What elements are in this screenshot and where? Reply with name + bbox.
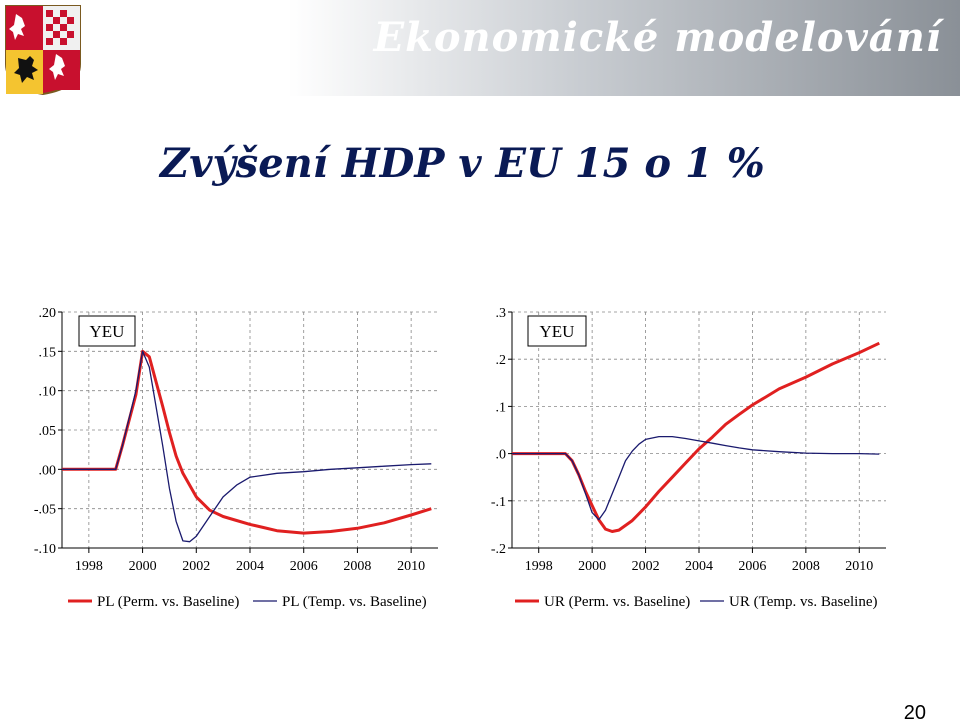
x-tick-label: 2010 (845, 559, 873, 574)
y-tick-label: .05 (39, 424, 57, 439)
series-line-perm (62, 349, 432, 535)
x-tick-label: 1998 (525, 559, 553, 574)
x-tick-label: 2006 (738, 559, 766, 574)
x-tick-label: 2004 (236, 559, 264, 574)
coat-of-arms-logo (5, 5, 81, 96)
series-line-temp (512, 435, 880, 521)
box-label: YEU (540, 322, 575, 341)
slide-subtitle: Zvýšení HDP v EU 15 o 1 % (160, 140, 765, 187)
box-label: YEU (90, 322, 125, 341)
x-tick-label: 2002 (632, 559, 660, 574)
x-tick-label: 2000 (129, 559, 157, 574)
chart-svg-left: -.10 -.05 .00 .05 .10 .15 .20 1998 2000 2002 2004 2… (34, 306, 438, 610)
y-tick-label: .2 (496, 353, 507, 368)
x-tick-label: 2008 (343, 559, 371, 574)
header-band (0, 0, 960, 96)
y-tick-label: .3 (496, 306, 507, 321)
x-tick-label: 2006 (290, 559, 318, 574)
chart-yeu-pl: -.10 -.05 .00 .05 .10 .15 .20 1998 2000 2002 2004 2… (0, 296, 470, 626)
y-tick-label: -.1 (491, 495, 506, 510)
x-tick-label: 2002 (182, 559, 210, 574)
x-tick-label: 2008 (792, 559, 820, 574)
chart-svg-right: -.2 -.1 .0 .1 .2 .3 1998 2000 2002 2004 2006 2008 20… (491, 306, 886, 610)
y-tick-label: .00 (39, 463, 57, 478)
chart-yeu-ur: -.2 -.1 .0 .1 .2 .3 1998 2000 2002 2004 2006 2008 20… (470, 296, 960, 626)
y-tick-label: .15 (39, 345, 57, 360)
y-tick-label: -.05 (34, 503, 56, 518)
y-tick-label: .20 (39, 306, 57, 321)
y-tick-label: -.10 (34, 542, 56, 557)
legend-label: PL (Perm. vs. Baseline) (97, 594, 239, 610)
x-tick-label: 2010 (397, 559, 425, 574)
legend-label: PL (Temp. vs. Baseline) (282, 594, 427, 610)
series-line-perm (512, 341, 880, 533)
slide-title: Ekonomické modelování (373, 14, 942, 61)
x-tick-label: 2000 (578, 559, 606, 574)
y-tick-label: .0 (496, 448, 507, 463)
series-line-temp (62, 350, 432, 543)
legend-label: UR (Temp. vs. Baseline) (729, 594, 878, 610)
x-tick-label: 1998 (75, 559, 103, 574)
box-label-frame (527, 315, 587, 347)
y-tick-label: -.2 (491, 542, 506, 557)
y-tick-label: .1 (496, 400, 507, 415)
page-number: 20 (903, 702, 926, 724)
legend-label: UR (Perm. vs. Baseline) (544, 594, 690, 610)
y-tick-label: .10 (39, 385, 57, 400)
box-label-frame (78, 315, 136, 347)
x-tick-label: 2004 (685, 559, 713, 574)
